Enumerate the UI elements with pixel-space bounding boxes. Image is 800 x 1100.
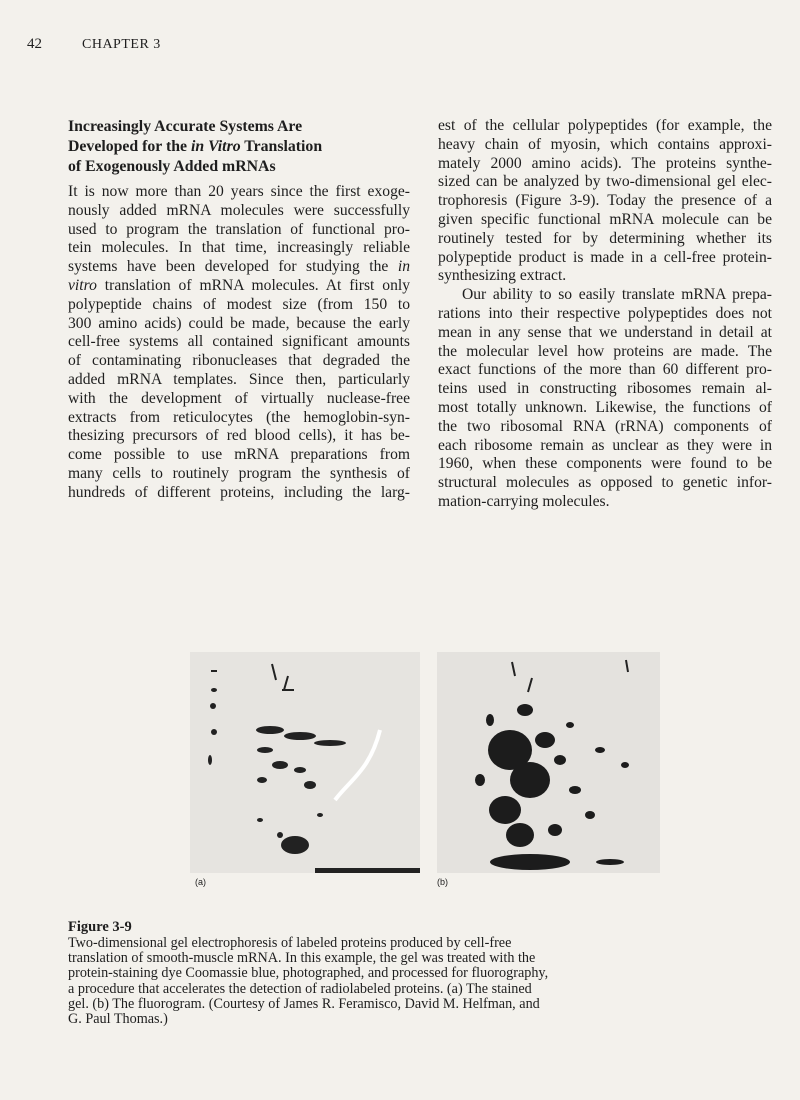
heading-line: of Exogenously Added mRNAs — [68, 158, 276, 175]
section-heading: Increasingly Accurate Systems Are Develop… — [68, 117, 322, 177]
panel-label-b: (b) — [437, 877, 448, 887]
text-line: thesizing precursors of red blood cells)… — [68, 427, 410, 445]
text-line: Our ability to so easily translate mRNA … — [462, 286, 772, 304]
page-number: 42 — [27, 36, 42, 52]
text-line: of contaminating ribonucleases that degr… — [68, 352, 410, 370]
text-line: extracts from reticulocytes (the hemoglo… — [68, 408, 410, 426]
text-line: mean in any sense that we understand in … — [438, 323, 772, 341]
caption-line: translation of smooth-muscle mRNA. In th… — [68, 950, 536, 967]
text-line: est of the cellular polypeptides (for ex… — [438, 117, 772, 134]
text-line: routinely tested for by determining whet… — [438, 229, 772, 247]
text-run: systems have been developed for studying… — [68, 258, 398, 276]
text-line: It is now more than 20 years since the f… — [68, 183, 410, 200]
text-line: each ribosome remain as unclear as they … — [438, 436, 772, 454]
text-line: polypeptide product is made in a cell-fr… — [438, 248, 772, 266]
text-line: mation-carrying molecules. — [438, 492, 610, 510]
text-line: heavy chain of myosin, which contains ap… — [438, 135, 772, 153]
text-line: the two ribosomal RNA (rRNA) components … — [438, 417, 772, 435]
caption-line: protein-staining dye Coomassie blue, pho… — [68, 965, 549, 982]
heading-line: Developed for the in Vitro Translation — [68, 137, 322, 157]
text-line: 300 amino acids) could be made, because … — [68, 314, 410, 332]
text-line: hundreds of different proteins, includin… — [68, 483, 410, 501]
text-line: used to program the translation of funct… — [68, 220, 410, 238]
text-line: 1960, when these components were found t… — [438, 455, 772, 473]
text-line: nously added mRNA molecules were success… — [68, 201, 410, 219]
gel-panel-a — [190, 652, 420, 873]
text-line: synthesizing extract. — [438, 267, 567, 285]
text-line: the molecular level how proteins are mad… — [438, 342, 772, 360]
caption-line: Two-dimensional gel electrophoresis of l… — [68, 935, 512, 951]
text-line: exact functions of the more than 60 diff… — [438, 361, 772, 379]
text-line: sized can be analyzed by two-dimensional… — [438, 173, 772, 191]
gel-crack — [333, 729, 382, 802]
text-line: many cells to routinely program the synt… — [68, 464, 410, 482]
text-run: vitro — [68, 276, 97, 294]
text-line: mately 2000 amino acids). The proteins s… — [438, 154, 772, 172]
text-line: systems have been developed for studying… — [68, 258, 410, 277]
text-run: Translation — [240, 138, 323, 155]
text-run: in — [397, 258, 410, 276]
text-line: tein molecules. In that time, increasing… — [68, 239, 410, 257]
text-run: Developed for the — [68, 138, 191, 155]
figure-caption: Two-dimensional gel electrophoresis of l… — [68, 935, 549, 1028]
heading-line: Increasingly Accurate Systems Are — [68, 118, 303, 135]
text-run: translation of mRNA molecules. At first … — [96, 276, 410, 294]
text-line: structural molecules as opposed to genet… — [438, 474, 772, 492]
caption-line: gel. (b) The fluorogram. (Courtesy of Ja… — [68, 995, 540, 1012]
caption-line: G. Paul Thomas.) — [68, 1011, 168, 1028]
text-line: cell-free systems all contained signific… — [68, 333, 410, 351]
right-column: est of the cellular polypeptides (for ex… — [438, 117, 772, 512]
text-line: added mRNA templates. Since then, partic… — [68, 370, 410, 388]
text-line: trophoresis (Figure 3-9). Today the pres… — [438, 192, 772, 210]
gel-spots-a — [208, 663, 420, 873]
text-line: rations into their respective polypeptid… — [438, 304, 772, 322]
text-line: come possible to use mRNA preparations f… — [68, 446, 410, 464]
panel-label-a: (a) — [195, 877, 206, 887]
text-line: most totally unknown. Likewise, the func… — [438, 398, 772, 416]
text-line: with the development of virtually nuclea… — [68, 389, 410, 407]
text-line: polypeptide chains of modest size (from … — [68, 295, 410, 313]
left-column: It is now more than 20 years since the f… — [68, 183, 410, 503]
caption-line: a procedure that accelerates the detecti… — [68, 980, 532, 997]
text-run: in Vitro — [191, 138, 241, 155]
chapter-label: CHAPTER 3 — [82, 37, 161, 52]
figure-panels — [190, 652, 660, 873]
gel-spots-b — [475, 659, 629, 870]
text-line: teins used in constructing ribosomes rem… — [438, 380, 772, 398]
text-line: given specific functional mRNA molecule … — [438, 210, 772, 228]
figure-caption-title: Figure 3-9 — [68, 919, 132, 935]
text-line: vitro translation of mRNA molecules. At … — [68, 277, 410, 296]
